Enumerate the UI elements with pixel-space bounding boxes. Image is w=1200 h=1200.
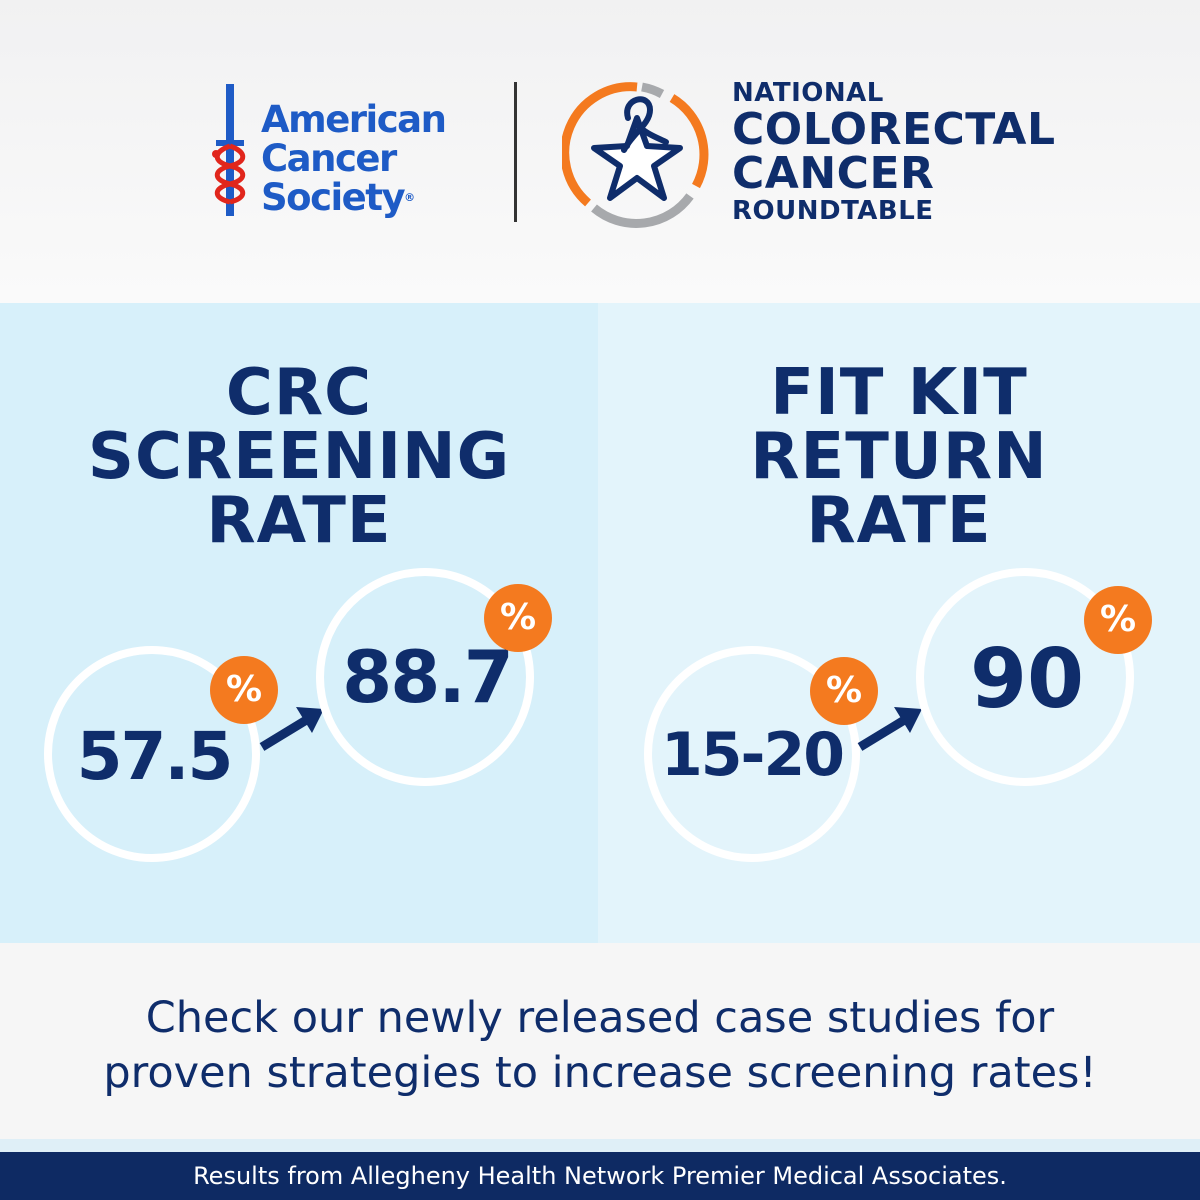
acs-line-1: American [261, 98, 447, 141]
title-line: FIT KIT [770, 356, 1028, 430]
after-value: 90 [969, 632, 1085, 727]
after-ring [316, 568, 534, 786]
title-line: RATE [206, 484, 392, 558]
logo-divider [514, 82, 517, 222]
fit-kit-return-panel: FIT KIT RETURN RATE 15-20 % 90 % [598, 303, 1200, 943]
header: American Cancer Society® NATIONAL COLORE… [0, 0, 1200, 303]
before-ring [644, 646, 860, 862]
acs-line-3: Society [261, 176, 406, 219]
nccr-line-4: ROUNDTABLE [732, 196, 934, 226]
title-line: SCREENING [87, 420, 511, 494]
nccr-line-3: CANCER [732, 148, 935, 199]
american-cancer-society-logo: American Cancer Society® [205, 82, 475, 222]
percent-badge: % [484, 584, 552, 652]
acs-line-2: Cancer [261, 137, 397, 180]
crc-screening-panel: CRC SCREENING RATE 57.5 % 88.7 % [0, 303, 598, 943]
nccr-line-1: NATIONAL [732, 78, 884, 108]
title-line: RETURN [750, 420, 1048, 494]
arrow-up-right-icon [857, 707, 922, 751]
percent-badge: % [810, 657, 878, 725]
crc-screening-title: CRC SCREENING RATE [0, 361, 598, 553]
after-value: 88.7 [342, 635, 514, 719]
arrow-up-right-icon [259, 707, 324, 751]
before-ring [44, 646, 260, 862]
before-value: 15-20 [661, 720, 845, 790]
decorative-strip [0, 1139, 1200, 1152]
after-ring [916, 568, 1134, 786]
before-value: 57.5 [76, 718, 234, 795]
percent-badge: % [1084, 586, 1152, 654]
title-line: RATE [806, 484, 992, 558]
fit-kit-return-title: FIT KIT RETURN RATE [598, 361, 1200, 553]
results-source-footer: Results from Allegheny Health Network Pr… [0, 1152, 1200, 1200]
acs-wordmark: American Cancer Society® [261, 98, 447, 219]
cta-line-1: Check our newly released case studies fo… [145, 993, 1055, 1043]
sword-caduceus-icon [212, 84, 246, 216]
cta-line-2: proven strategies to increase screening … [103, 1048, 1097, 1098]
title-line: CRC [225, 356, 373, 430]
star-ribbon-icon [562, 82, 709, 228]
nccr-line-2: COLORECTAL [732, 104, 1056, 155]
registered-mark: ® [404, 191, 416, 204]
nccr-wordmark: NATIONAL COLORECTAL CANCER ROUNDTABLE [732, 78, 1055, 226]
case-studies-call-to-action: Check our newly released case studies fo… [0, 943, 1200, 1139]
percent-badge: % [210, 656, 278, 724]
